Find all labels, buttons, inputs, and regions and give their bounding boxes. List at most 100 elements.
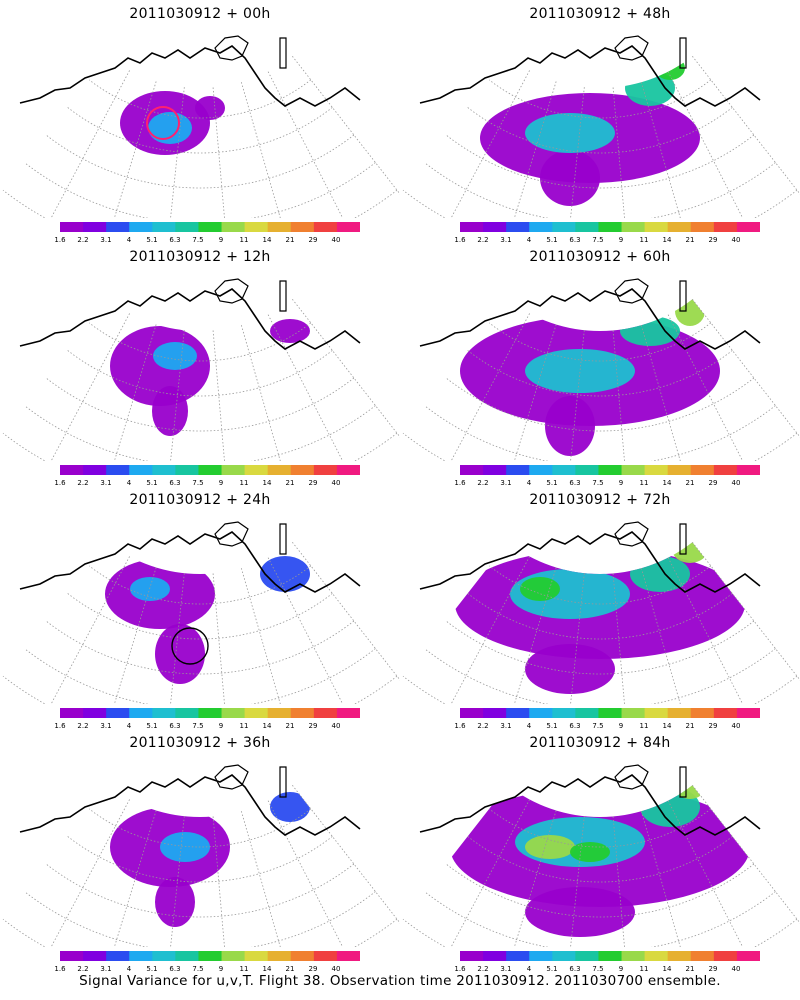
variance-blob bbox=[525, 113, 615, 153]
colorbar-label: 7.5 bbox=[192, 965, 204, 973]
map-plot bbox=[2, 35, 400, 218]
colorbar-label: 9 bbox=[218, 479, 224, 487]
colorbar-label: 29 bbox=[708, 479, 718, 487]
colorbar-label: 9 bbox=[218, 236, 224, 244]
variance-blob bbox=[160, 832, 210, 862]
latitude-line bbox=[2, 675, 398, 704]
colorbar-swatch bbox=[129, 951, 153, 961]
colorbar-label: 3.1 bbox=[100, 236, 112, 244]
colorbar-swatch bbox=[60, 708, 84, 718]
colorbar-swatch bbox=[267, 708, 292, 718]
colorbar-swatch bbox=[483, 951, 507, 961]
colorbar-label: 14 bbox=[262, 722, 272, 730]
latitude-line bbox=[445, 134, 755, 189]
colorbar-label: 29 bbox=[308, 236, 318, 244]
colorbar-swatch bbox=[506, 951, 530, 961]
colorbar-swatch bbox=[575, 951, 599, 961]
variance-blob bbox=[195, 96, 225, 120]
map-plot bbox=[402, 35, 800, 218]
colorbar-swatch bbox=[529, 465, 553, 475]
variance-blob bbox=[525, 835, 575, 859]
colorbar-swatch bbox=[529, 222, 553, 232]
coastline bbox=[19, 774, 361, 836]
colorbar-swatch bbox=[290, 465, 315, 475]
colorbar-swatch bbox=[290, 222, 315, 232]
colorbar-label: 21 bbox=[285, 722, 295, 730]
colorbar-label: 2.2 bbox=[77, 965, 89, 973]
colorbar-swatch bbox=[244, 222, 269, 232]
colorbar-label: 21 bbox=[685, 965, 695, 973]
colorbar-swatch bbox=[152, 465, 176, 475]
colorbar-swatch bbox=[267, 222, 292, 232]
arctic-islands bbox=[214, 278, 287, 312]
observation-circle bbox=[171, 627, 209, 665]
colorbar-label: 6.3 bbox=[169, 965, 181, 973]
colorbar-label: 2.2 bbox=[77, 236, 89, 244]
variance-blob bbox=[270, 319, 310, 343]
colorbar-swatch bbox=[152, 708, 176, 718]
colorbar-label: 5.1 bbox=[146, 722, 158, 730]
colorbar-swatch bbox=[644, 222, 669, 232]
colorbar-label: 1.6 bbox=[54, 479, 66, 487]
colorbar-swatch bbox=[552, 951, 576, 961]
colorbar-swatch bbox=[290, 951, 315, 961]
colorbar-swatch bbox=[313, 708, 338, 718]
colorbar-swatch bbox=[336, 465, 360, 475]
colorbar-swatch bbox=[106, 465, 130, 475]
colorbar-label: 1.6 bbox=[54, 236, 66, 244]
longitude-line bbox=[50, 799, 130, 947]
colorbar-swatch bbox=[690, 465, 715, 475]
map-panel: 2011030912 + 12h 1.6 2.2 3.1 4 5.1 6.3 7.5 9 11 14… bbox=[0, 243, 400, 487]
latitude-line bbox=[445, 620, 755, 675]
colorbar-swatch bbox=[106, 222, 130, 232]
panel-title: 2011030912 + 60h bbox=[529, 249, 671, 265]
colorbar-label: 40 bbox=[731, 479, 741, 487]
colorbar-swatch bbox=[198, 951, 223, 961]
colorbar-label: 11 bbox=[239, 722, 249, 730]
colorbar-label: 4 bbox=[126, 722, 132, 730]
colorbar-label: 9 bbox=[618, 479, 624, 487]
colorbar-label: 1.6 bbox=[454, 965, 466, 973]
colorbar-swatch bbox=[175, 222, 199, 232]
colorbar-label: 9 bbox=[618, 965, 624, 973]
coastline bbox=[419, 774, 761, 836]
latitude-line bbox=[67, 593, 333, 640]
colorbar-label: 40 bbox=[331, 236, 341, 244]
colorbar-label: 11 bbox=[639, 236, 649, 244]
colorbar-swatch bbox=[621, 222, 646, 232]
colorbar-label: 40 bbox=[731, 722, 741, 730]
colorbar-label: 4 bbox=[126, 479, 132, 487]
colorbar-swatch bbox=[552, 465, 576, 475]
colorbar-label: 40 bbox=[331, 479, 341, 487]
variance-field bbox=[110, 319, 310, 436]
latitude-line bbox=[24, 648, 376, 704]
arctic-islands bbox=[214, 764, 287, 798]
panel-title: 2011030912 + 48h bbox=[529, 6, 671, 22]
latitude-line bbox=[2, 432, 398, 461]
map-plot bbox=[402, 764, 800, 947]
colorbar-swatch bbox=[198, 465, 223, 475]
latitude-line bbox=[467, 107, 733, 154]
colorbar-label: 7.5 bbox=[592, 965, 604, 973]
variance-blob bbox=[153, 342, 197, 370]
latitude-line bbox=[445, 863, 755, 918]
colorbar-label: 14 bbox=[262, 479, 272, 487]
colorbar-swatch bbox=[83, 222, 107, 232]
figure-caption: Signal Variance for u,v,T. Flight 38. Ob… bbox=[79, 973, 721, 989]
colorbar-label: 6.3 bbox=[169, 236, 181, 244]
map-plot bbox=[402, 521, 800, 704]
panel-title: 2011030912 + 72h bbox=[529, 492, 671, 508]
colorbar-swatch bbox=[598, 708, 623, 718]
map-panel: 2011030912 + 60h 1.6 2.2 3.1 4 5.1 6.3 7.5 9 11 14… bbox=[400, 243, 800, 487]
colorbar-label: 1.6 bbox=[54, 965, 66, 973]
colorbar-label: 29 bbox=[308, 965, 318, 973]
colorbar-swatch bbox=[667, 708, 692, 718]
coastline bbox=[19, 45, 361, 107]
panel-title: 2011030912 + 84h bbox=[529, 735, 671, 751]
colorbar-label: 40 bbox=[731, 965, 741, 973]
colorbar-label: 3.1 bbox=[500, 479, 512, 487]
graticule bbox=[402, 784, 800, 947]
colorbar-swatch bbox=[106, 951, 130, 961]
variance-blob bbox=[630, 556, 690, 592]
